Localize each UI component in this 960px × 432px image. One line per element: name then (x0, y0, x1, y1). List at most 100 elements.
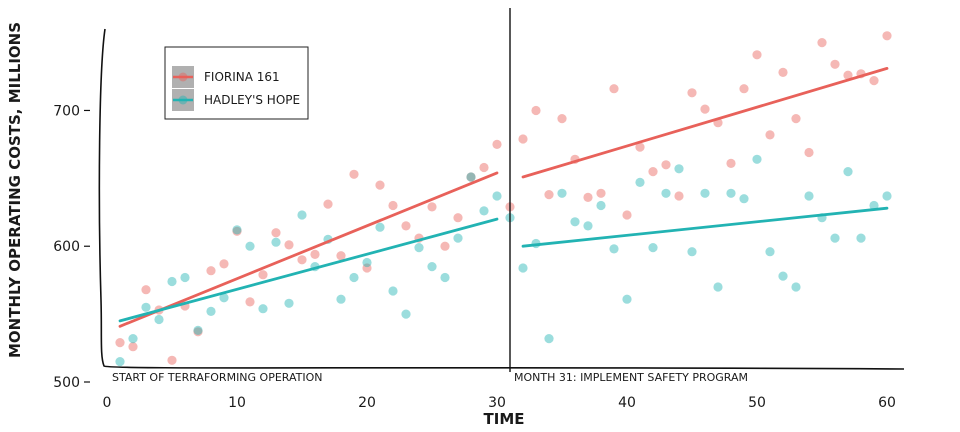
point-fiorina-57 (843, 70, 853, 80)
point-fiorina-40 (622, 210, 632, 220)
point-fiorina-43 (661, 160, 671, 170)
point-hadley-30 (492, 191, 502, 201)
point-hadley-18 (336, 294, 346, 304)
point-hadley-3 (141, 302, 151, 312)
y-axis-line (98, 28, 905, 370)
y-tick-label-600: 600 (53, 239, 80, 255)
point-fiorina-34 (544, 190, 554, 200)
y-axis-ticks: 500 600 700 (53, 103, 90, 391)
point-hadley-36 (570, 217, 580, 227)
point-fiorina-21 (375, 180, 385, 190)
point-fiorina-41 (635, 142, 645, 152)
point-hadley-38 (596, 200, 606, 211)
y-tick-label-700: 700 (53, 103, 80, 119)
x-tick-label-10: 10 (228, 395, 246, 411)
point-hadley-50 (752, 154, 762, 164)
point-hadley-37 (583, 221, 593, 231)
point-hadley-5 (167, 276, 177, 287)
point-fiorina-30 (492, 139, 502, 149)
point-fiorina-13 (271, 228, 281, 238)
point-hadley-24 (414, 243, 424, 253)
trend-lines (118, 67, 889, 328)
point-fiorina-26 (440, 241, 450, 251)
point-hadley-46 (700, 188, 710, 198)
point-hadley-21 (375, 222, 385, 232)
point-fiorina-45 (687, 88, 697, 98)
point-fiorina-5 (167, 355, 177, 365)
point-fiorina-29 (479, 162, 489, 173)
point-fiorina-32 (518, 134, 528, 144)
point-hadley-35 (557, 188, 567, 198)
point-hadley-26 (440, 272, 450, 283)
point-fiorina-23 (401, 221, 411, 231)
point-fiorina-59 (869, 76, 879, 86)
point-fiorina-56 (830, 59, 840, 69)
point-hadley-56 (830, 233, 840, 243)
x-tick-label-20: 20 (358, 395, 376, 411)
point-fiorina-60 (882, 31, 892, 41)
point-fiorina-33 (531, 105, 541, 116)
point-hadley-6 (180, 272, 190, 283)
point-hadley-23 (401, 309, 411, 319)
trend-fiorina-post (521, 67, 889, 179)
point-fiorina-39 (609, 84, 619, 94)
point-fiorina-8 (206, 266, 216, 276)
point-hadley-7 (193, 325, 203, 335)
y-tick-label-500: 500 (53, 375, 80, 391)
x-axis-ticks: 0 10 20 30 40 50 60 (103, 395, 896, 411)
point-hadley-1 (115, 357, 125, 367)
point-fiorina-15 (297, 255, 307, 265)
point-hadley-20 (362, 257, 372, 268)
x-tick-label-0: 0 (103, 395, 112, 411)
x-tick-label-30: 30 (488, 395, 506, 411)
x-tick-label-60: 60 (878, 395, 896, 411)
point-fiorina-2 (128, 342, 138, 352)
point-fiorina-20 (362, 263, 372, 273)
point-hadley-40 (622, 294, 632, 304)
point-fiorina-25 (427, 202, 437, 212)
point-fiorina-3 (141, 285, 151, 295)
point-hadley-53 (791, 282, 801, 292)
point-hadley-45 (687, 247, 697, 257)
point-hadley-59 (869, 200, 879, 211)
point-fiorina-19 (349, 169, 359, 179)
point-fiorina-53 (791, 114, 801, 124)
point-hadley-43 (661, 188, 671, 198)
legend-point-fiorina (178, 72, 188, 82)
point-hadley-13 (271, 237, 281, 247)
point-fiorina-27 (453, 213, 463, 223)
point-hadley-25 (427, 262, 437, 272)
point-fiorina-11 (245, 297, 255, 307)
point-hadley-9 (219, 293, 229, 303)
data-points (115, 31, 892, 367)
annotation-start: START OF TERRAFORMING OPERATION (112, 371, 323, 384)
point-fiorina-54 (804, 147, 814, 158)
point-hadley-19 (349, 272, 359, 283)
point-fiorina-35 (557, 114, 567, 124)
point-fiorina-38 (596, 188, 606, 198)
point-fiorina-48 (726, 158, 736, 168)
point-fiorina-28 (466, 172, 476, 182)
point-fiorina-12 (258, 270, 268, 280)
point-hadley-27 (453, 233, 463, 243)
point-hadley-34 (544, 334, 554, 344)
point-hadley-54 (804, 191, 814, 201)
point-fiorina-46 (700, 104, 710, 114)
point-fiorina-18 (336, 251, 346, 261)
point-fiorina-9 (219, 259, 229, 269)
point-hadley-8 (206, 306, 216, 316)
point-fiorina-51 (765, 130, 775, 140)
point-hadley-15 (297, 210, 307, 220)
legend: FIORINA 161 HADLEY'S HOPE (164, 46, 309, 120)
x-tick-label-40: 40 (618, 395, 636, 411)
annotation-intervention: MONTH 31: IMPLEMENT SAFETY PROGRAM (514, 371, 748, 384)
point-fiorina-42 (648, 167, 658, 177)
point-hadley-11 (245, 241, 255, 251)
point-hadley-47 (713, 282, 723, 292)
legend-label-fiorina: FIORINA 161 (204, 70, 280, 84)
point-hadley-28 (466, 172, 476, 182)
point-hadley-51 (765, 247, 775, 257)
point-hadley-44 (674, 164, 684, 174)
point-hadley-60 (882, 191, 892, 201)
